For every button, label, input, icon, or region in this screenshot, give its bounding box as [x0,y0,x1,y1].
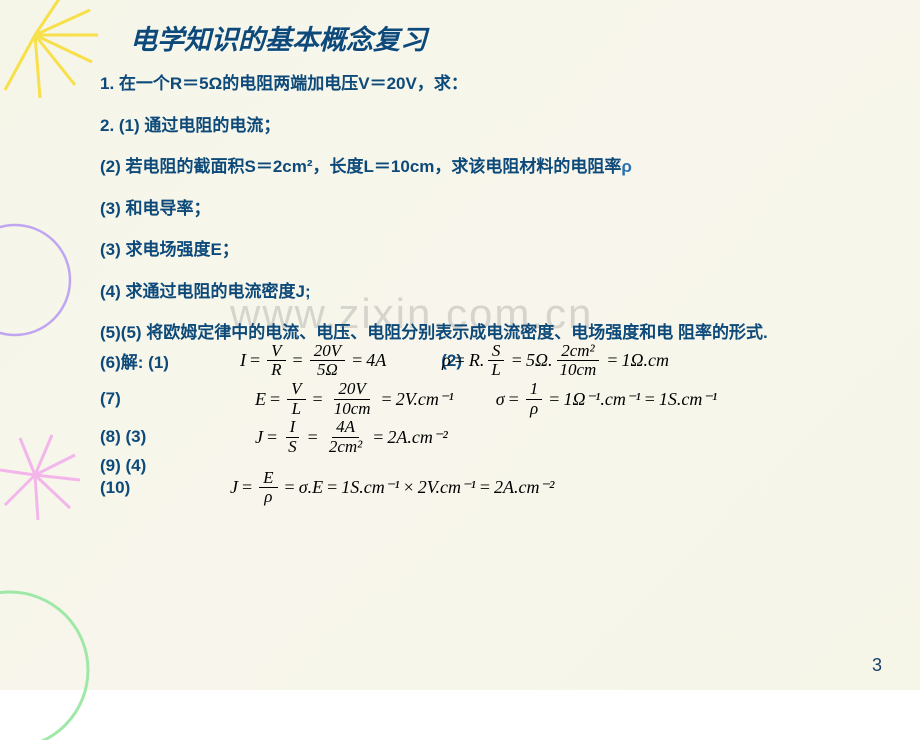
formula-J: J= IS = 4A2cm² =2A.cm⁻² [255,418,448,456]
row-8: (8) (3) J= IS = 4A2cm² =2A.cm⁻² [100,418,880,456]
label-10: (10) [100,478,240,498]
row-7: (7) E= VL = 20V10cm =2V.cm⁻¹ σ= 1ρ =1Ω⁻¹… [100,380,880,418]
formula-Jfull: J= Eρ =σ.E =1S.cm⁻¹×2V.cm⁻¹ =2A.cm⁻² [230,469,554,507]
q4: (3) 求电场强度E； [100,237,880,263]
label-9: (9) (4) [100,456,240,476]
row-6: (6)解: (1) I= VR = 20V5Ω =4A (2) ρ=R. SL … [100,342,880,380]
formula-rho: ρ=R. SL =5Ω. 2cm²10cm =1Ω.cm [442,342,669,380]
label-7: (7) [100,389,240,409]
q3-text: (2) 若电阻的截面积S＝2cm²，长度L＝10cm，求该电阻材料的电阻率 [100,157,621,176]
label-6: (6)解: (1) [100,348,240,373]
q1: 1. 在一个R＝5Ω的电阻两端加电压V＝20V，求： [100,71,880,97]
deco-circle-purple [0,210,85,350]
page-number: 3 [872,655,882,676]
q2: 2. (1) 通过电阻的电流； [100,113,880,139]
deco-circle-green [0,580,110,740]
label-8: (8) (3) [100,427,240,447]
formula-sigma: σ= 1ρ =1Ω⁻¹.cm⁻¹ =1S.cm⁻¹ [496,380,718,418]
formula-E: E= VL = 20V10cm =2V.cm⁻¹ [255,380,454,418]
formula-I: I= VR = 20V5Ω =4A [240,342,386,380]
deco-burst-pink [0,430,90,530]
q5: (4) 求通过电阻的电流密度J; [100,279,880,305]
rho-symbol: ρ [621,157,632,176]
page-title: 电学知识的基本概念复习 [130,18,880,57]
content-area: 电学知识的基本概念复习 1. 在一个R＝5Ω的电阻两端加电压V＝20V，求： 2… [100,18,880,507]
q3b: (3) 和电导率； [100,196,880,222]
q3: (2) 若电阻的截面积S＝2cm²，长度L＝10cm，求该电阻材料的电阻率ρ [100,154,880,180]
